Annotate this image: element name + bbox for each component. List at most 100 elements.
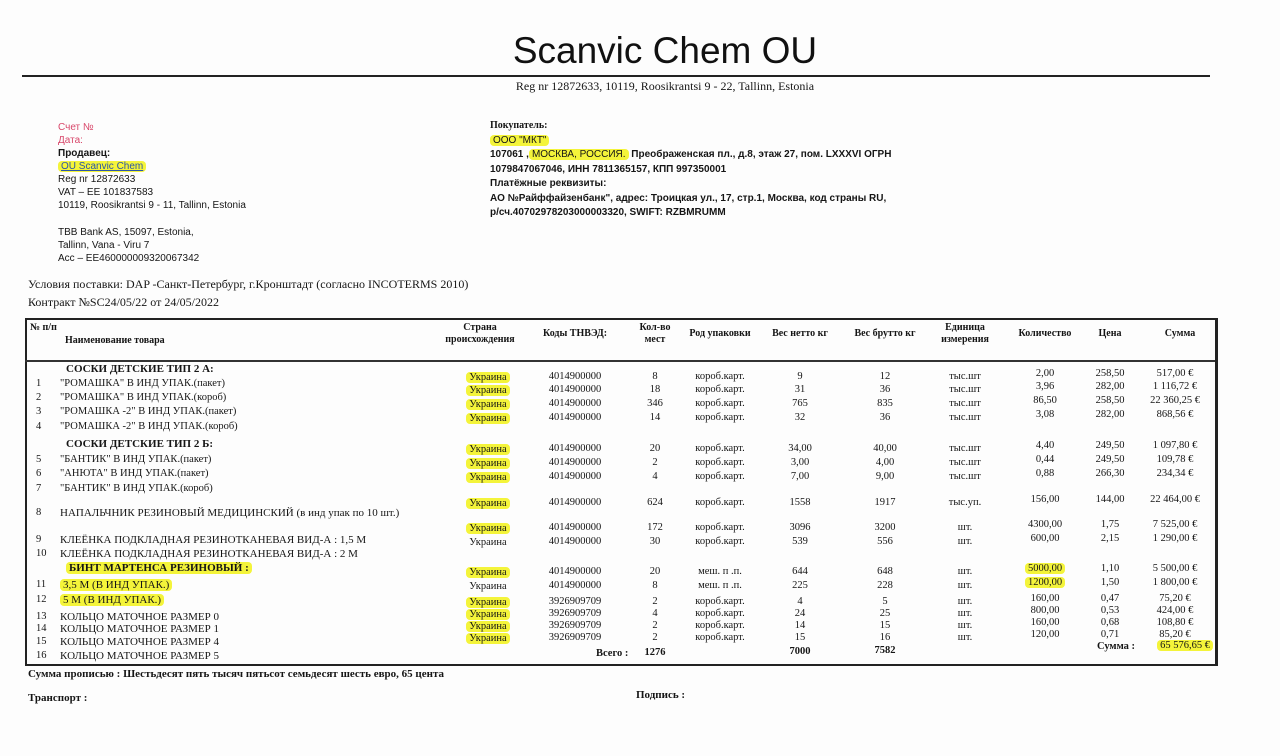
item-code: 4014900000 [548, 497, 602, 508]
buyer-address: 107061 , МОСКВА, РОССИЯ. Преображенская п… [490, 148, 891, 163]
row-number: 15 [36, 636, 47, 647]
item-unit: шт. [957, 596, 973, 607]
item-country: Украина [448, 385, 528, 397]
item-country-text: Украина [466, 567, 510, 578]
invoice-number-label: Счет № [58, 122, 94, 133]
item-price: 249,50 [1095, 454, 1125, 465]
item-code: 3926909709 [548, 608, 602, 619]
item-pack: короб.карт. [695, 443, 745, 454]
item-places: 20 [649, 443, 661, 454]
item-gross: 36 [879, 384, 891, 395]
item-unit: тыс.шт [949, 371, 981, 382]
item-code: 4014900000 [548, 412, 602, 423]
row-number: 1 [36, 378, 42, 389]
item-net: 9 [797, 371, 803, 382]
item-country-text: Украина [466, 633, 510, 644]
header-net: Вес нетто кг [772, 328, 828, 339]
header-num: № п/п [30, 322, 57, 333]
header-price: Цена [1098, 328, 1122, 339]
item-name: "БАНТИК" В ИНД УПАК.(пакет) [60, 454, 212, 465]
item-places: 8 [652, 371, 658, 382]
contract-line: Контракт №SC24/05/22 от 24/05/2022 [28, 295, 220, 309]
item-pack: меш. п .п. [698, 580, 742, 591]
payment-label: Платёжные реквизиты: [490, 178, 607, 189]
item-price: 1,75 [1100, 519, 1120, 530]
header-code: Коды ТНВЭД: [542, 328, 608, 339]
item-sum: 234,34 € [1156, 468, 1194, 479]
header-unit: Единица измерения [941, 322, 989, 345]
item-country-text: Украина [466, 472, 510, 483]
item-country-text: Украина [466, 444, 510, 455]
item-gross: 4,00 [875, 457, 895, 468]
item-country: Украина [448, 609, 528, 621]
item-gross: 16 [879, 632, 891, 643]
item-pack: короб.карт. [695, 398, 745, 409]
item-net: 15 [794, 632, 806, 643]
item-places: 18 [649, 384, 661, 395]
item-unit: шт. [957, 580, 973, 591]
item-unit: шт. [957, 566, 973, 577]
seller-bank-address: Tallinn, Vana - Viru 7 [58, 240, 150, 251]
item-net: 14 [794, 620, 806, 631]
item-price: 1,10 [1100, 563, 1120, 574]
item-name: НАПАЛЬЧНИК РЕЗИНОВЫЙ МЕДИЦИНСКИЙ (в инд … [60, 507, 400, 519]
item-net: 539 [792, 536, 808, 547]
item-country-text: Украина [466, 385, 510, 396]
item-code: 3926909709 [548, 596, 602, 607]
item-pack: короб.карт. [695, 457, 745, 468]
item-name-text: 5 М (В ИНД УПАК.) [60, 594, 165, 606]
item-price: 2,15 [1100, 533, 1120, 544]
item-pack: короб.карт. [695, 471, 745, 482]
item-code: 4014900000 [548, 384, 602, 395]
header-gross: Вес брутто кг [854, 328, 916, 339]
item-name: "РОМАШКА -2" В ИНД УПАК.(пакет) [60, 406, 237, 417]
item-code: 3926909709 [548, 632, 602, 643]
header-qty: Количество [1018, 328, 1072, 339]
item-qty: 3,96 [1035, 381, 1055, 392]
row-number: 14 [36, 623, 47, 634]
item-places: 2 [652, 620, 658, 631]
item-net: 644 [792, 566, 808, 577]
item-sum: 424,00 € [1156, 605, 1194, 616]
item-net: 225 [792, 580, 808, 591]
item-name: КЛЕЁНКА ПОДКЛАДНАЯ РЕЗИНОТКАНЕВАЯ ВИД-А … [60, 548, 358, 560]
row-number: 5 [36, 454, 42, 465]
item-places: 4 [652, 608, 658, 619]
item-sum: 7 525,00 € [1152, 519, 1198, 530]
total-sum: 65 576,65 € [1140, 640, 1230, 652]
company-reg-line: Reg nr 12872633, 10119, Roosikrantsi 9 -… [515, 79, 815, 93]
item-qty: 600,00 [1030, 533, 1060, 544]
buyer-city: МОСКВА, РОССИЯ. [528, 149, 629, 160]
item-pack: короб.карт. [695, 412, 745, 423]
header-sum: Сумма [1164, 328, 1196, 339]
seller-label: Продавец: [58, 148, 111, 159]
item-places: 20 [649, 566, 661, 577]
item-price: 0,71 [1100, 629, 1120, 640]
seller-vat: VAT – EE 101837583 [58, 187, 154, 198]
item-code: 4014900000 [548, 371, 602, 382]
goods-table [25, 318, 1218, 666]
item-places: 2 [652, 632, 658, 643]
item-unit: шт. [957, 522, 973, 533]
transport-label: Транспорт : [28, 692, 88, 704]
item-unit: шт. [957, 536, 973, 547]
buyer-street: Преображенская пл., д.8, этаж 27, пом. L… [628, 149, 892, 160]
item-pack: короб.карт. [695, 522, 745, 533]
signature-label: Подпись : [636, 689, 686, 701]
item-qty: 120,00 [1030, 629, 1060, 640]
item-price: 0,47 [1100, 593, 1120, 604]
delivery-terms: Условия поставки: DAP -Санкт-Петербург, … [28, 277, 469, 291]
item-places: 172 [647, 522, 663, 533]
item-country: Украина [448, 444, 528, 456]
item-sum: 517,00 € [1156, 368, 1194, 379]
item-name: 3,5 М (В ИНД УПАК.) [60, 579, 173, 591]
item-country: Украина [448, 372, 528, 384]
item-gross: 1917 [874, 497, 896, 508]
item-name: 5 М (В ИНД УПАК.) [60, 594, 165, 606]
item-code: 4014900000 [548, 522, 602, 533]
item-code: 3926909709 [548, 620, 602, 631]
seller-address: 10119, Roosikrantsi 9 - 11, Tallinn, Est… [58, 200, 246, 211]
item-net: 1558 [789, 497, 811, 508]
item-country: Украина [448, 498, 528, 510]
item-net: 3,00 [790, 457, 810, 468]
